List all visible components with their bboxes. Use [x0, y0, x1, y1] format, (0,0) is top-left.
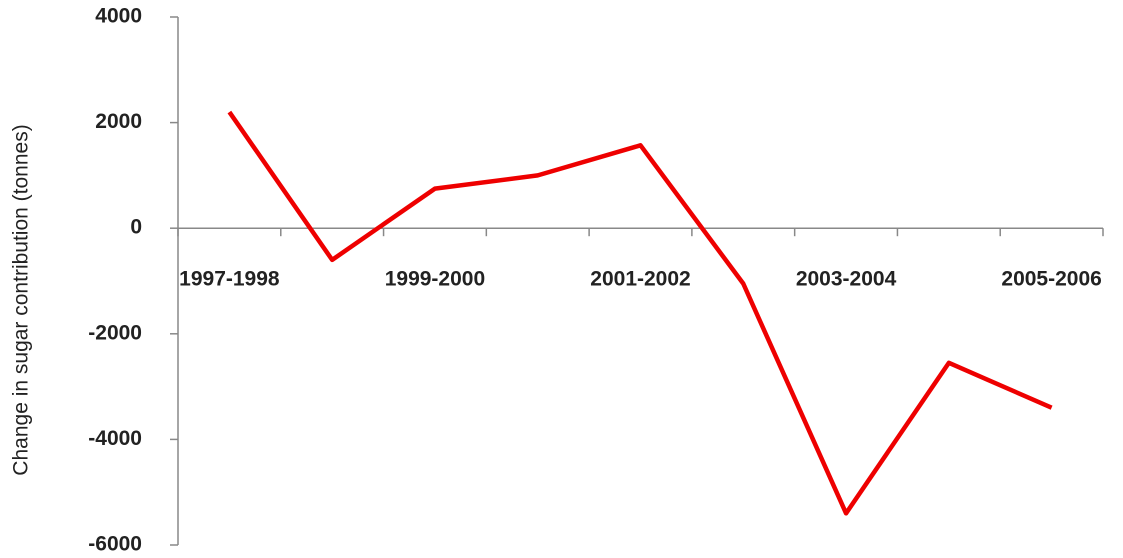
x-tick-label: 2001-2002 [590, 268, 690, 291]
data-line [227, 110, 1053, 516]
y-tick-label: 4000 [95, 5, 142, 28]
y-tick-label: -6000 [88, 533, 142, 556]
x-tick-label: 2003-2004 [796, 268, 897, 291]
x-tick-label: 1997-1998 [179, 268, 280, 291]
x-tick-label: 1999-2000 [385, 268, 485, 291]
x-tick-label: 2005-2006 [1001, 268, 1101, 291]
y-tick-label: 0 [130, 216, 142, 239]
y-tick-label: -2000 [88, 321, 142, 344]
y-tick-label: -4000 [88, 427, 142, 450]
y-axis-label: Change in sugar contribution (tonnes) [10, 124, 33, 475]
y-tick-label: 2000 [95, 110, 142, 133]
